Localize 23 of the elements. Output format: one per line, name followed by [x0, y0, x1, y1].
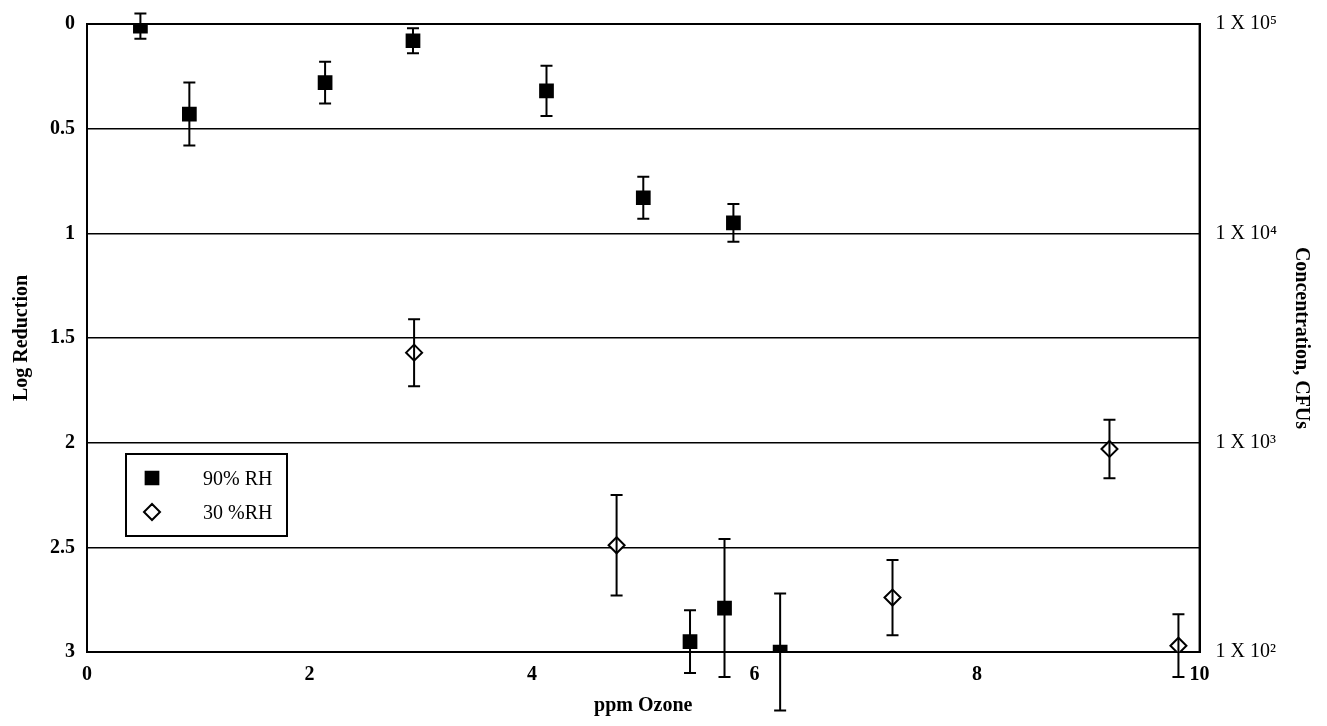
y-tick-label: 0.5 [50, 115, 75, 138]
y2-axis-title: Concentration, CFUs [1291, 246, 1314, 430]
x-axis-title: ppm Ozone [594, 693, 693, 717]
category-label: 1 X 10² [1215, 639, 1277, 662]
x-tick-label: 6 [749, 662, 760, 685]
x-tick-label: 2 [304, 662, 315, 685]
category-label: 1 X 10⁵ [1215, 11, 1278, 34]
y-tick-label: 2.5 [50, 534, 75, 557]
x-tick-label: 10 [1189, 662, 1210, 685]
y-tick-label: 3 [65, 639, 75, 662]
y-tick-label: 0 [65, 11, 75, 34]
point [635, 190, 651, 206]
y-tick-label: 1 [65, 220, 75, 243]
y-tick-label: 2 [65, 429, 75, 452]
legend-label: 90% RH [203, 466, 273, 490]
legend-label: 30 %RH [203, 500, 273, 524]
y-axis-title: Log Reduction [9, 274, 33, 402]
x-tick-label: 4 [527, 662, 538, 685]
y-tick-label: 1.5 [50, 325, 75, 348]
category-label: 1 X 10⁴ [1215, 220, 1278, 243]
x-tick-label: 0 [82, 662, 92, 685]
category-label: 1 X 10³ [1215, 429, 1277, 452]
x-tick-label: 8 [972, 662, 983, 685]
